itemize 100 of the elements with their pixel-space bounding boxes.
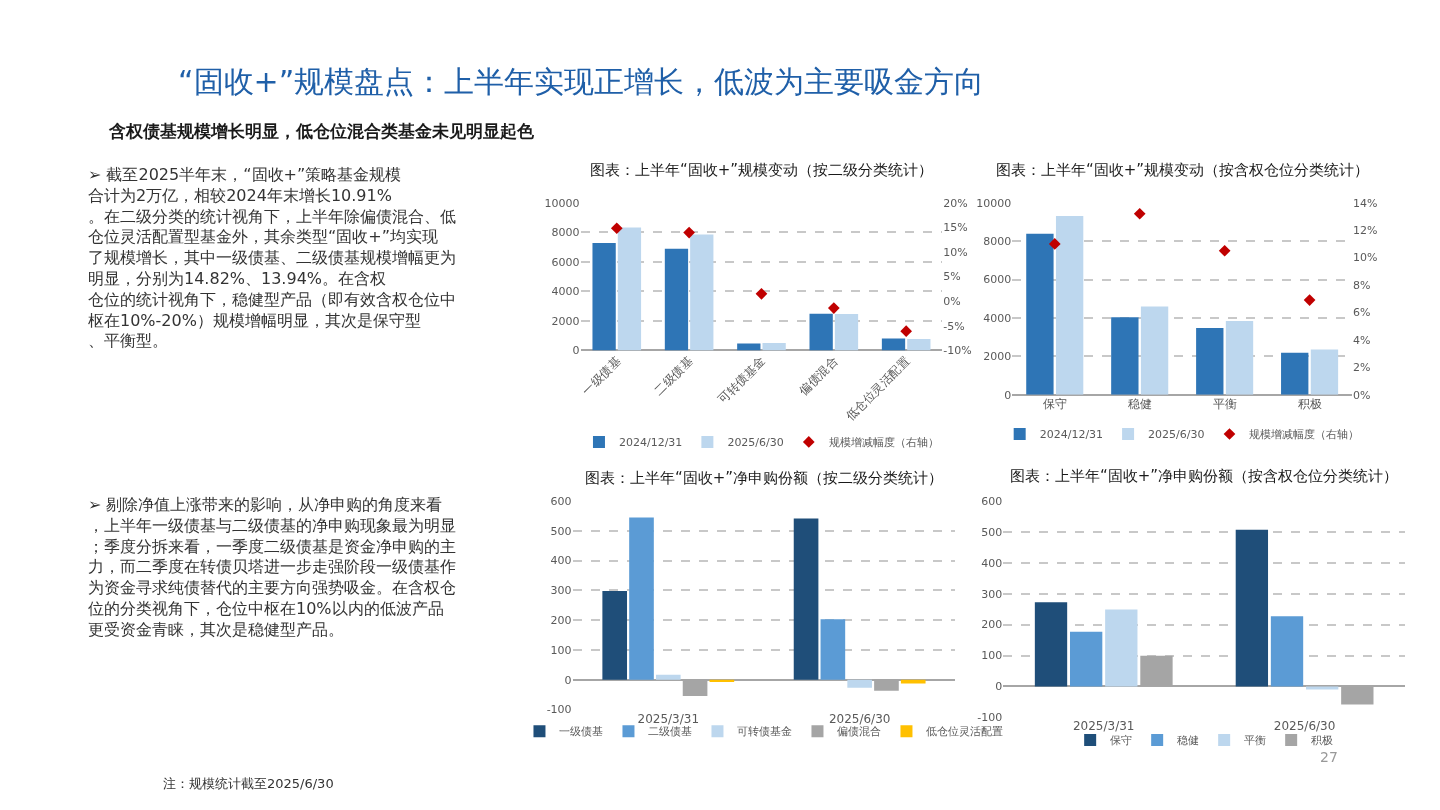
chart-title: 图表：上半年“固收+”净申购份额（按二级分类统计）	[585, 469, 944, 487]
y-tick-label: 200	[981, 618, 1003, 632]
legend-label: 保守	[1110, 734, 1133, 748]
bar	[1196, 327, 1224, 395]
point	[610, 222, 623, 235]
text: 注：规模统计截至2025/6/30	[163, 776, 334, 791]
y2-tick-label: -10%	[943, 344, 972, 358]
text: 27	[1320, 749, 1338, 765]
bar	[1310, 349, 1339, 395]
x-tick-label: 一级债基	[579, 353, 624, 398]
legend-label: 规模增减幅度（右轴）	[1249, 428, 1360, 442]
y2-tick-label: 2%	[1353, 361, 1371, 375]
legend-label: 2024/12/31	[1039, 428, 1104, 442]
bar	[1281, 352, 1309, 395]
x-tick-label: 偏债混合	[796, 353, 841, 398]
bar	[617, 227, 642, 351]
point	[1303, 294, 1316, 306]
point	[755, 287, 768, 300]
y2-tick-label: 6%	[1353, 306, 1371, 320]
bar	[592, 243, 616, 351]
x-tick-label: 2025/3/31	[637, 711, 700, 726]
y2-tick-label: 0%	[1353, 388, 1371, 402]
point	[1048, 238, 1061, 250]
bar	[1270, 616, 1304, 687]
y-tick-label: 0	[995, 680, 1003, 694]
x-tick-label: 可转债基金	[715, 353, 768, 407]
y-tick-label: 0	[1004, 388, 1012, 402]
chart-title: 图表：上半年“固收+”规模变动（按二级分类统计）	[590, 161, 934, 179]
bar	[1111, 317, 1139, 395]
x-tick-label: 积极	[1297, 396, 1322, 411]
y-tick-label: 4000	[551, 285, 580, 299]
y-tick-label: 0	[564, 673, 572, 687]
bar	[907, 339, 931, 351]
text: 含权债基规模增长明显，低仓位混合类基金未见明显起色	[108, 121, 535, 141]
bar	[900, 679, 926, 684]
y2-tick-label: 0%	[943, 295, 961, 309]
y-tick-label: 300	[550, 584, 572, 598]
y-tick-label: 100	[981, 649, 1003, 663]
chart-title: 图表：上半年“固收+”规模变动（按含权仓位分类统计）	[996, 161, 1370, 179]
y-tick-label: 0	[572, 344, 580, 358]
bar	[737, 343, 761, 351]
point	[1218, 244, 1231, 257]
point	[683, 226, 695, 239]
y2-tick-label: 10%	[1353, 251, 1378, 265]
y-tick-label: 6000	[551, 255, 580, 269]
bar	[1055, 216, 1084, 395]
bar	[1306, 686, 1339, 690]
bar	[690, 234, 714, 351]
bar	[1235, 529, 1269, 687]
bar	[793, 518, 819, 680]
x-tick-label: 平衡	[1212, 396, 1237, 411]
x-tick-label: 2025/6/30	[1273, 719, 1336, 734]
y-tick-label: 500	[981, 525, 1003, 539]
x-tick-label: 稳健	[1127, 396, 1152, 411]
y-tick-label: 8000	[983, 235, 1012, 249]
y2-tick-label: 14%	[1353, 196, 1378, 210]
y-tick-label: 2000	[983, 350, 1012, 364]
bar	[1034, 602, 1068, 687]
point	[900, 325, 913, 338]
y2-tick-label: 12%	[1353, 224, 1378, 238]
y-tick-label: 200	[550, 613, 572, 627]
legend-label: 平衡	[1244, 734, 1267, 748]
y-tick-label: -100	[977, 711, 1003, 725]
y-tick-label: 8000	[551, 226, 580, 240]
y-tick-label: 100	[550, 643, 572, 657]
bar	[820, 619, 846, 680]
bar	[809, 313, 833, 351]
y-tick-label: 400	[981, 556, 1003, 570]
legend-label: 稳健	[1177, 734, 1200, 748]
bar	[1140, 306, 1169, 395]
y2-tick-label: 8%	[1353, 278, 1371, 292]
y-tick-label: 2000	[551, 314, 580, 328]
x-tick-label: 2025/6/30	[828, 711, 891, 726]
x-tick-label: 保守	[1042, 396, 1067, 411]
y-tick-label: 10000	[544, 196, 580, 210]
y2-tick-label: 5%	[943, 270, 961, 284]
bar	[1105, 609, 1138, 687]
point	[1133, 207, 1146, 220]
bar	[1069, 631, 1103, 687]
legend-label: 2024/12/31	[618, 436, 683, 450]
y-tick-label: 600	[981, 494, 1003, 508]
text: ➢ 剔除净值上涨带来的影响，从净申购的角度来看，上半年一级债基与二级债基的净申购现象最为明显；季度分拆来看，一季度二级债基是资金净申购的主力，而二季度在转债贝塔进一步走强阶段一级债基作为资金寻求纯债替代的主要方向强势吸金。在含权仓位的分类视角下，仓位中枢在10%以内的低波产品更受资金青睐，其次是稳健型产品。	[88, 495, 456, 639]
text: “固收+”规模盘点：上半年实现正增长，低波为主要吸金方向	[178, 64, 985, 99]
legend-label: 2025/6/30	[1148, 428, 1205, 442]
legend-label: 积极	[1311, 734, 1334, 748]
x-tick-label: 低仓位灵活配置	[843, 353, 913, 424]
bar	[881, 338, 906, 351]
y-tick-label: 400	[550, 554, 572, 568]
y-tick-label: 500	[550, 524, 572, 538]
y2-tick-label: 20%	[943, 196, 968, 210]
y2-tick-label: -5%	[943, 319, 965, 333]
bar	[602, 590, 628, 680]
chart-title: 图表：上半年“固收+”净申购份额（按含权仓位分类统计）	[1010, 467, 1399, 485]
y2-tick-label: 10%	[943, 245, 968, 259]
bar	[1026, 233, 1054, 395]
legend-label: 规模增减幅度（右轴）	[828, 436, 939, 450]
y2-tick-label: 15%	[943, 221, 968, 235]
text: ➢ 截至2025半年末，“固收+”策略基金规模合计为2万亿，相较2024年末增长10.91%。在二级分类的统计视角下，上半年除偏债混合、低仓位灵活配置型基金外，其余类型“固收+”均实现了规模增长，其中一级债基、二级债基规模增幅更为明显，分别为14.82%、13.94%。在含权仓位的统计视角下，稳健型产品（即有效含权仓位中枢在10%-20%）规模增幅明显，其次是保守型、平衡型。	[88, 165, 456, 351]
bar	[629, 517, 654, 680]
y-tick-label: 300	[981, 587, 1003, 601]
